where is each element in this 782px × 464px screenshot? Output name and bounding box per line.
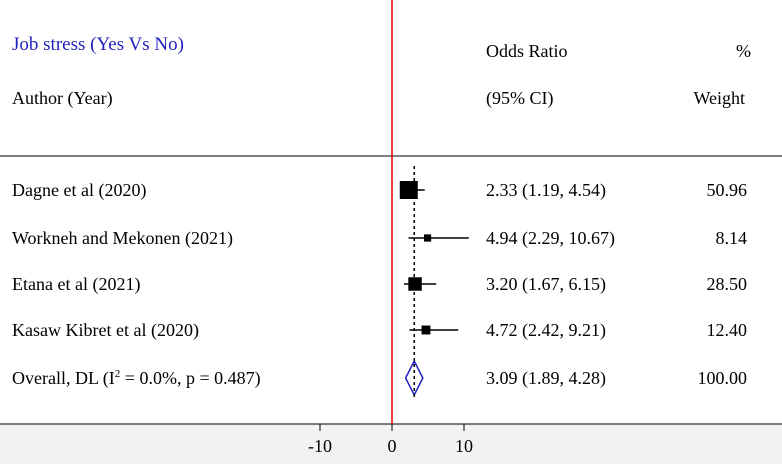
author-column-header: Author (Year)	[12, 88, 113, 109]
study-label: Dagne et al (2020)	[12, 180, 146, 201]
x-axis-ticks: -10 0 10	[308, 424, 473, 456]
weight-value: 8.14	[716, 228, 748, 248]
study-label: Workneh and Mekonen (2021)	[12, 228, 233, 249]
overall-row: Overall, DL (I2 = 0.0%, p = 0.487) 3.09 (…	[12, 359, 748, 397]
chart-title: Job stress (Yes Vs No)	[12, 34, 184, 55]
effect-marker	[421, 325, 431, 335]
odds-ratio-header: Odds Ratio	[486, 41, 568, 61]
ci-header: (95% CI)	[486, 88, 553, 109]
effect-marker	[408, 277, 422, 291]
x-tick-label: 10	[455, 436, 473, 456]
overall-weight-value: 100.00	[698, 368, 748, 388]
weight-value: 12.40	[707, 320, 748, 340]
study-row: Kasaw Kibret et al (2020) 4.72 (2.42, 9.2…	[12, 320, 747, 341]
study-rows: Dagne et al (2020) 2.33 (1.19, 4.54) 50.96…	[12, 180, 747, 341]
study-row: Dagne et al (2020) 2.33 (1.19, 4.54) 50.96	[12, 180, 747, 201]
study-row: Workneh and Mekonen (2021) 4.94 (2.29, 10…	[12, 228, 747, 249]
x-tick-label: -10	[308, 436, 332, 456]
weight-value: 50.96	[707, 180, 748, 200]
x-tick-label: 0	[388, 436, 397, 456]
effect-marker	[423, 234, 432, 242]
overall-ci-value: 3.09 (1.89, 4.28)	[486, 368, 606, 389]
weight-value: 28.50	[707, 274, 748, 294]
study-label: Kasaw Kibret et al (2020)	[12, 320, 199, 341]
percent-header: %	[736, 41, 751, 61]
effect-marker	[399, 181, 418, 199]
study-row: Etana et al (2021) 3.20 (1.67, 6.15) 28.50	[12, 274, 747, 295]
ci-value: 4.94 (2.29, 10.67)	[486, 228, 615, 249]
weight-header: Weight	[693, 88, 745, 108]
ci-value: 3.20 (1.67, 6.15)	[486, 274, 606, 295]
study-label: Etana et al (2021)	[12, 274, 140, 295]
ci-value: 2.33 (1.19, 4.54)	[486, 180, 606, 201]
plot-background	[0, 0, 782, 424]
overall-label: Overall, DL (I2 = 0.0%, p = 0.487)	[12, 368, 261, 389]
ci-value: 4.72 (2.42, 9.21)	[486, 320, 606, 341]
